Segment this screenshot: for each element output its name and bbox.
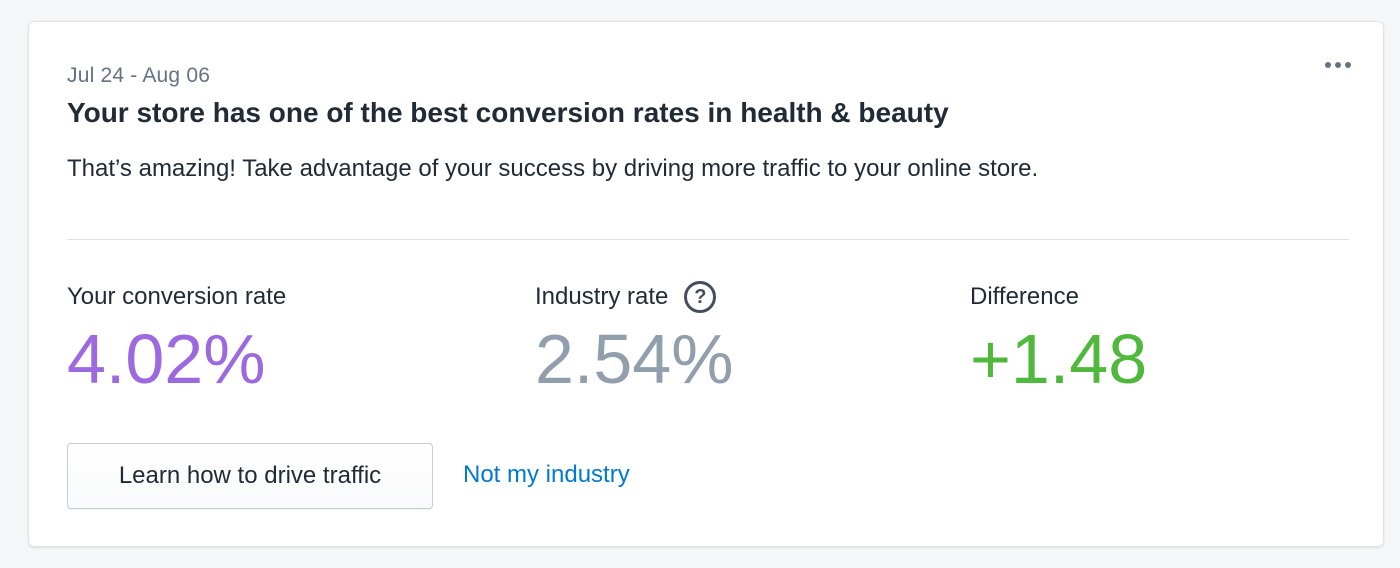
card-description: That’s amazing! Take advantage of your s… xyxy=(67,155,1039,182)
metric-label: Industry rate xyxy=(535,283,669,310)
question-circle-icon[interactable]: ? xyxy=(684,281,717,313)
more-dot xyxy=(1345,62,1351,68)
industry-rate-value: 2.54% xyxy=(535,320,734,398)
more-horizontal-icon xyxy=(1325,62,1331,68)
conversion-rate-value: 4.02% xyxy=(67,320,266,398)
metric-difference: Difference +1.48 xyxy=(970,282,1147,394)
not-my-industry-link[interactable]: Not my industry xyxy=(463,461,630,488)
card-title: Your store has one of the best conversio… xyxy=(67,97,949,128)
date-range: Jul 24 - Aug 06 xyxy=(67,64,211,87)
metric-label: Your conversion rate xyxy=(67,283,287,310)
difference-value: +1.48 xyxy=(970,320,1148,398)
more-actions-button[interactable] xyxy=(1321,58,1355,72)
metric-conversion-rate: Your conversion rate 4.02% xyxy=(67,282,286,394)
learn-drive-traffic-button[interactable]: Learn how to drive traffic xyxy=(67,443,433,509)
metric-industry-rate: Industry rate ? 2.54% xyxy=(535,281,734,398)
metric-label: Difference xyxy=(970,283,1079,310)
insight-card: Jul 24 - Aug 06 Your store has one of th… xyxy=(28,21,1384,547)
more-dot xyxy=(1335,62,1341,68)
divider xyxy=(67,239,1349,240)
